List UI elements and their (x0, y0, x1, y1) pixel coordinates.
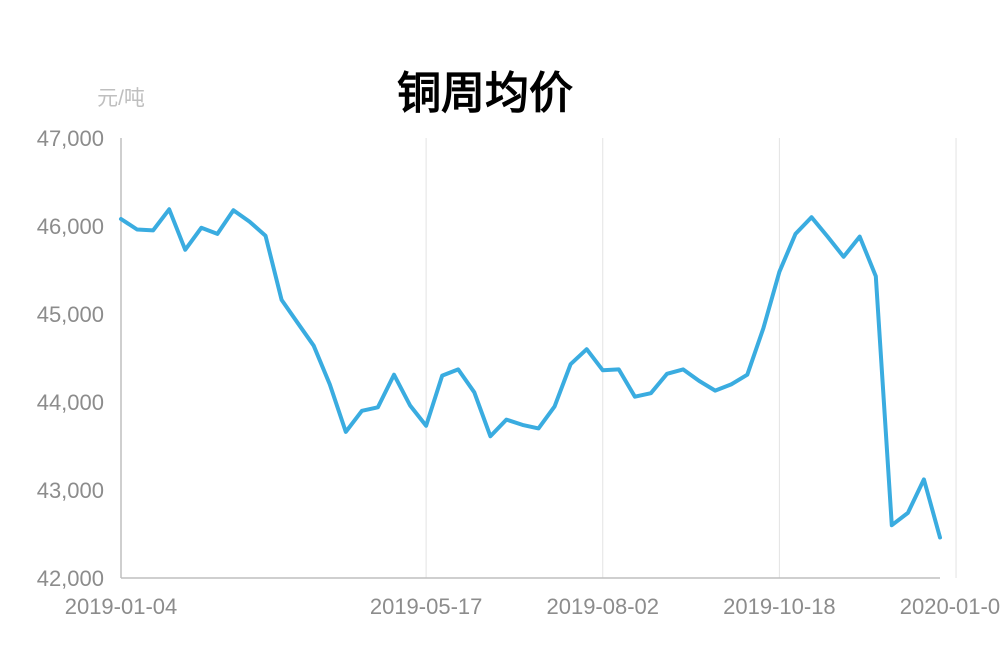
y-tick-labels: 42,000 43,000 44,000 45,000 46,000 47,000 (37, 126, 104, 591)
x-tick-label: 2019-10-18 (723, 594, 836, 619)
y-unit-label: 元/吨 (97, 87, 145, 110)
x-tick-labels: 2019-01-04 2019-05-17 2019-08-02 2019-10-18… (65, 594, 1000, 619)
y-tick-label: 46,000 (37, 214, 104, 239)
x-tick-label: 2019-01-04 (65, 594, 178, 619)
y-tick-label: 43,000 (37, 478, 104, 503)
gridlines (425, 138, 957, 578)
x-tick-label: 2020-01-03 (900, 594, 1000, 619)
x-tick-label: 2019-05-17 (370, 594, 483, 619)
series-line (119, 207, 942, 540)
chart-title: 铜周均价 (397, 69, 573, 118)
axes (120, 138, 940, 579)
series-layer (119, 207, 942, 540)
y-tick-label: 47,000 (37, 126, 104, 151)
y-tick-label: 44,000 (37, 390, 104, 415)
y-tick-label: 42,000 (37, 566, 104, 591)
y-tick-label: 45,000 (37, 302, 104, 327)
x-tick-label: 2019-08-02 (546, 594, 659, 619)
